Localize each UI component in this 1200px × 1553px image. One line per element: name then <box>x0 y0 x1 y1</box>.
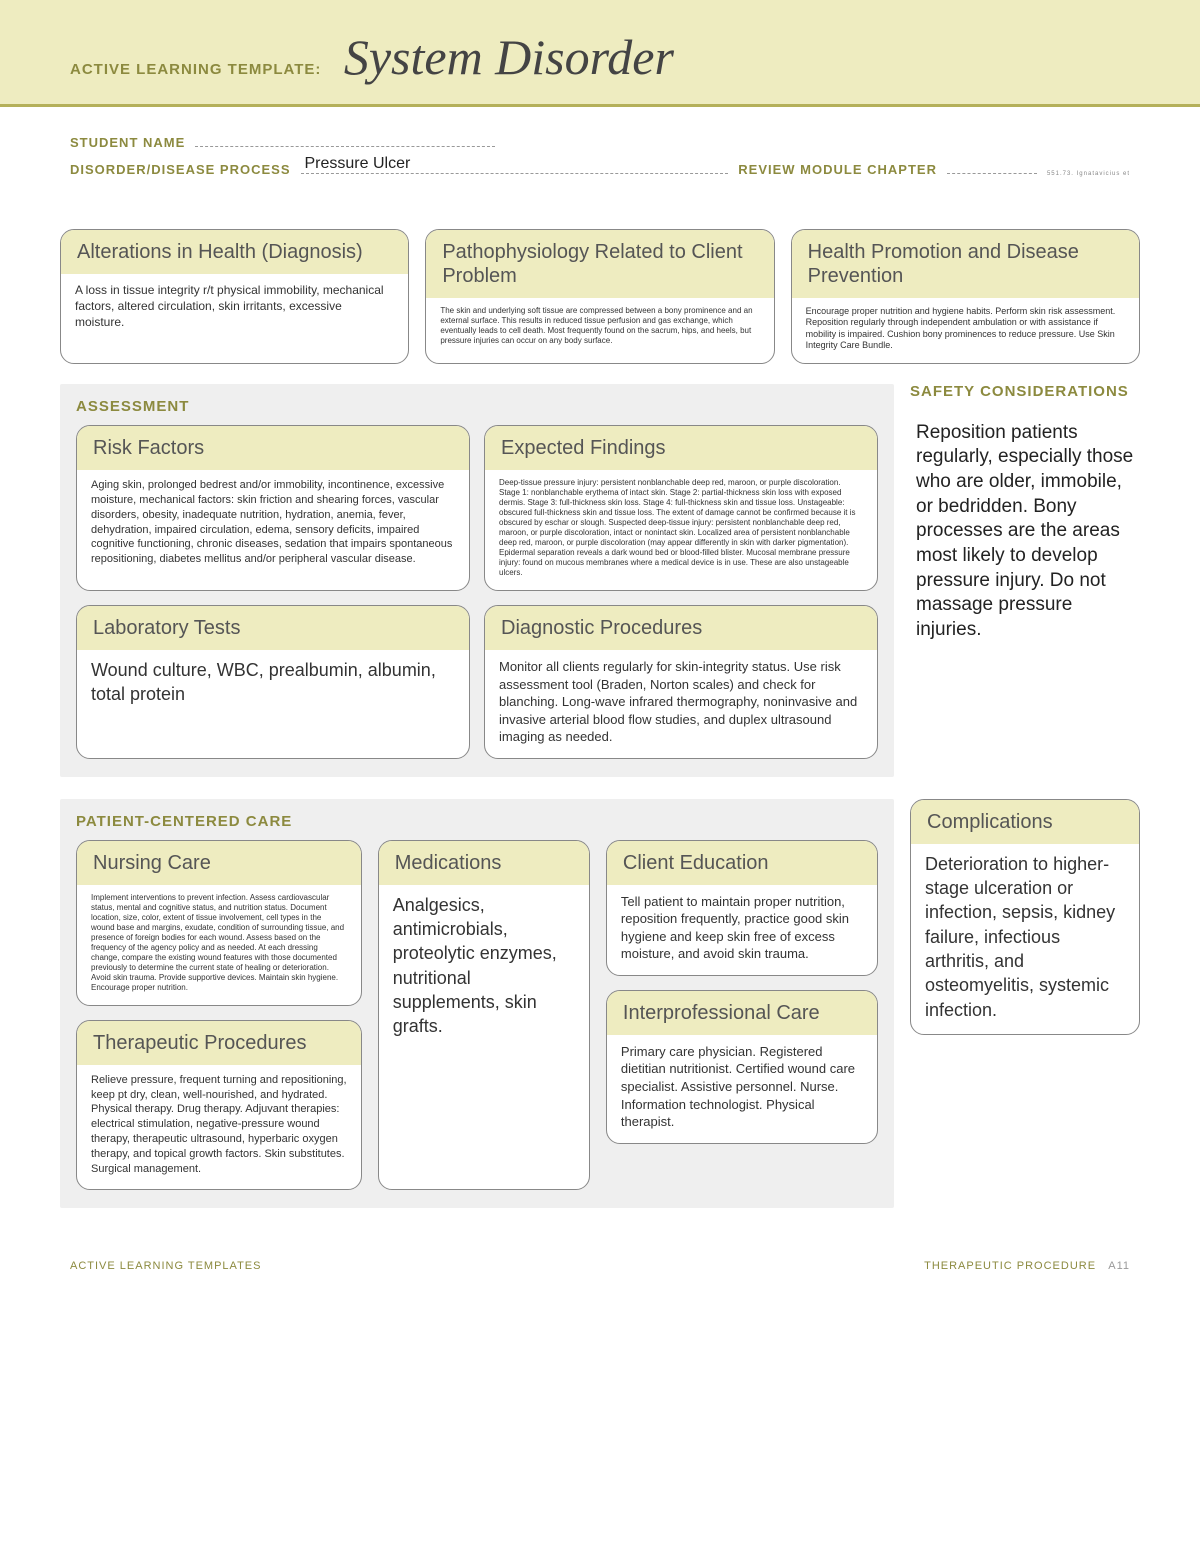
card-head: Interprofessional Care <box>607 991 877 1035</box>
assessment-wrap: ASSESSMENT Risk Factors Aging skin, prol… <box>60 384 1140 799</box>
safety-title: SAFETY CONSIDERATIONS <box>910 384 1140 401</box>
card-body: Relieve pressure, frequent turning and r… <box>77 1065 361 1189</box>
banner-prefix: ACTIVE LEARNING TEMPLATE: <box>70 61 321 78</box>
top-row: Alterations in Health (Diagnosis) A loss… <box>60 229 1140 364</box>
safety-body: Reposition patients regularly, especiall… <box>910 411 1140 653</box>
footer-left: ACTIVE LEARNING TEMPLATES <box>70 1260 261 1272</box>
card-body: The skin and underlying soft tissue are … <box>426 298 773 363</box>
title-banner: ACTIVE LEARNING TEMPLATE: System Disorde… <box>0 0 1200 107</box>
student-line[interactable] <box>195 146 495 147</box>
card-head: Complications <box>911 800 1139 844</box>
card-therapeutic: Therapeutic Procedures Relieve pressure,… <box>76 1020 362 1190</box>
card-findings: Expected Findings Deep-tissue pressure i… <box>484 425 878 591</box>
review-line[interactable] <box>947 173 1037 174</box>
card-complications: Complications Deterioration to higher-st… <box>910 799 1140 1035</box>
student-label: STUDENT NAME <box>70 135 185 150</box>
card-head: Health Promotion and Disease Prevention <box>792 230 1139 298</box>
patient-wrap: PATIENT-CENTERED CARE Nursing Care Imple… <box>60 799 1140 1230</box>
card-body: Deterioration to higher-stage ulceration… <box>911 844 1139 1034</box>
disorder-row: DISORDER/DISEASE PROCESS Pressure Ulcer … <box>70 162 1130 177</box>
card-nursing: Nursing Care Implement interventions to … <box>76 840 362 1006</box>
card-head: Nursing Care <box>77 841 361 885</box>
card-risk: Risk Factors Aging skin, prolonged bedre… <box>76 425 470 591</box>
card-body: A loss in tissue integrity r/t physical … <box>61 274 408 363</box>
disorder-value: Pressure Ulcer <box>305 155 411 173</box>
card-interprof: Interprofessional Care Primary care phys… <box>606 990 878 1144</box>
card-head: Therapeutic Procedures <box>77 1021 361 1065</box>
card-head: Laboratory Tests <box>77 606 469 650</box>
card-meds: Medications Analgesics, antimicrobials, … <box>378 840 590 1190</box>
card-head: Alterations in Health (Diagnosis) <box>61 230 408 274</box>
card-head: Risk Factors <box>77 426 469 470</box>
card-head: Pathophysiology Related to Client Proble… <box>426 230 773 298</box>
assessment-section: ASSESSMENT Risk Factors Aging skin, prol… <box>60 384 894 777</box>
card-body: Implement interventions to prevent infec… <box>77 885 361 1005</box>
card-promo: Health Promotion and Disease Prevention … <box>791 229 1140 364</box>
card-labs: Laboratory Tests Wound culture, WBC, pre… <box>76 605 470 759</box>
card-body: Encourage proper nutrition and hygiene h… <box>792 298 1139 363</box>
card-education: Client Education Tell patient to maintai… <box>606 840 878 976</box>
card-body: Deep-tissue pressure injury: persistent … <box>485 470 877 590</box>
safety-col: SAFETY CONSIDERATIONS Reposition patient… <box>910 384 1140 653</box>
content: Alterations in Health (Diagnosis) A loss… <box>0 199 1200 1230</box>
patient-section: PATIENT-CENTERED CARE Nursing Care Imple… <box>60 799 894 1208</box>
card-body: Wound culture, WBC, prealbumin, albumin,… <box>77 650 469 758</box>
disorder-line[interactable]: Pressure Ulcer <box>301 173 729 174</box>
card-head: Medications <box>379 841 589 885</box>
card-head: Diagnostic Procedures <box>485 606 877 650</box>
patient-title: PATIENT-CENTERED CARE <box>76 813 878 830</box>
review-note: 551.73. Ignatavicius et <box>1047 171 1130 177</box>
banner-title: System Disorder <box>344 29 674 85</box>
card-body: Monitor all clients regularly for skin-i… <box>485 650 877 758</box>
card-patho: Pathophysiology Related to Client Proble… <box>425 229 774 364</box>
disorder-label: DISORDER/DISEASE PROCESS <box>70 162 291 177</box>
meta-block: STUDENT NAME DISORDER/DISEASE PROCESS Pr… <box>0 107 1200 199</box>
card-head: Expected Findings <box>485 426 877 470</box>
card-body: Aging skin, prolonged bedrest and/or imm… <box>77 470 469 590</box>
footer: ACTIVE LEARNING TEMPLATES THERAPEUTIC PR… <box>0 1230 1200 1272</box>
card-alterations: Alterations in Health (Diagnosis) A loss… <box>60 229 409 364</box>
card-body: Analgesics, antimicrobials, proteolytic … <box>379 885 589 1189</box>
card-diag: Diagnostic Procedures Monitor all client… <box>484 605 878 759</box>
review-label: REVIEW MODULE CHAPTER <box>738 162 937 177</box>
page-root: ACTIVE LEARNING TEMPLATE: System Disorde… <box>0 0 1200 1312</box>
assessment-title: ASSESSMENT <box>76 398 878 415</box>
footer-right: THERAPEUTIC PROCEDURE A11 <box>924 1260 1130 1272</box>
card-body: Tell patient to maintain proper nutritio… <box>607 885 877 975</box>
student-row: STUDENT NAME <box>70 135 1130 150</box>
card-body: Primary care physician. Registered dieti… <box>607 1035 877 1143</box>
card-head: Client Education <box>607 841 877 885</box>
